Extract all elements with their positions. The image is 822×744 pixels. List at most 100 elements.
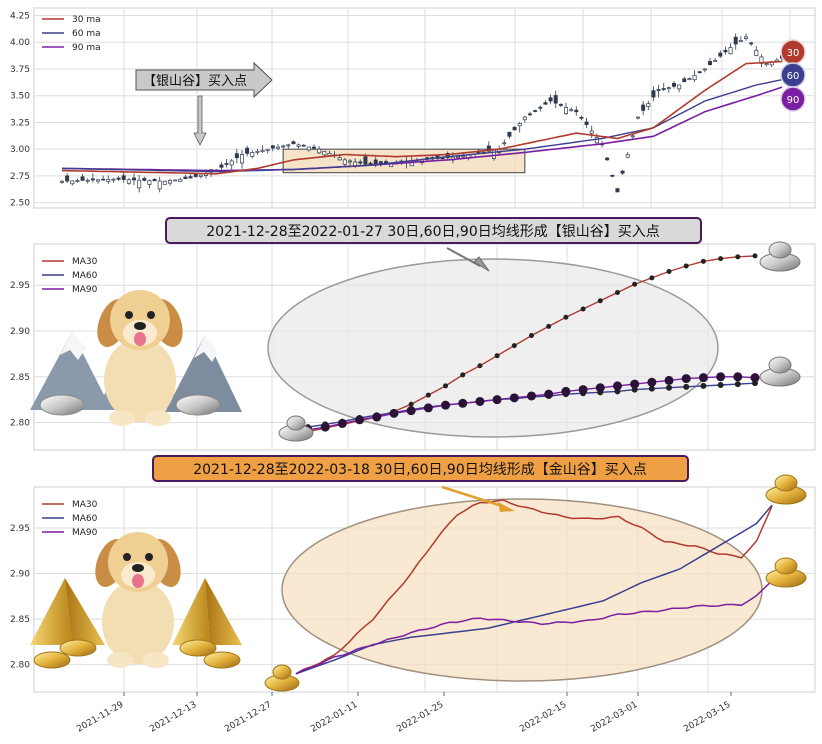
data-point	[681, 374, 691, 384]
data-point	[614, 290, 620, 296]
ma-badges: 30 60 90	[780, 39, 806, 112]
y-tick-label: 2.75	[10, 172, 30, 182]
legend-item: MA30	[72, 257, 98, 267]
candle	[558, 104, 563, 106]
panel-1-y-ticks: 4.25 4.00 3.75 3.50 3.25 3.00 2.75 2.50	[10, 11, 30, 208]
candle	[543, 102, 548, 105]
candle	[589, 130, 594, 134]
y-tick-label: 3.50	[10, 92, 30, 102]
candle	[306, 146, 311, 151]
candle	[348, 160, 352, 163]
candle	[286, 144, 291, 147]
panel-3-title-box	[152, 455, 689, 482]
silver-ingot-icon	[759, 241, 801, 272]
legend-item: MA60	[72, 514, 98, 524]
panel-3-title: 2021-12-28至2022-03-18 30日,60日,90日均线形成【金山…	[193, 462, 647, 478]
data-point	[511, 343, 517, 349]
silver-valley-ellipse	[267, 258, 719, 438]
candle	[625, 154, 630, 158]
candle	[538, 106, 543, 109]
ma60-line	[61, 79, 783, 173]
candle	[486, 145, 491, 152]
candle	[630, 135, 635, 138]
candle	[75, 180, 80, 182]
panel-1: 4.25 4.00 3.75 3.50 3.25 3.00 2.75 2.50 30 ma 6…	[10, 7, 816, 209]
y-tick-label: 2.85	[10, 615, 30, 625]
candle	[342, 159, 347, 165]
panel-2-series	[303, 253, 760, 435]
candle	[651, 90, 656, 98]
series-line-ma30	[295, 499, 773, 675]
candle	[65, 175, 70, 182]
annotation-label: 【银山谷】买入点	[143, 74, 247, 89]
candle	[142, 178, 147, 181]
candle	[162, 180, 167, 185]
candle	[157, 180, 162, 190]
candle	[276, 146, 280, 149]
candle	[229, 160, 234, 166]
data-point	[700, 382, 707, 389]
panel-1-grid	[34, 8, 815, 208]
candle	[636, 116, 640, 119]
candle	[60, 180, 64, 183]
candle	[265, 148, 270, 151]
legend-item: MA30	[72, 500, 98, 510]
data-point	[595, 383, 605, 393]
data-point	[458, 398, 468, 408]
candle	[677, 84, 682, 90]
panel-3: 2.952.902.852.80 2021-11-29 2021-12-13 202…	[10, 455, 816, 735]
dog-body	[102, 580, 174, 664]
candle	[641, 104, 646, 111]
candle	[533, 110, 538, 112]
candle	[507, 131, 512, 137]
gold-pyramid-icon	[172, 578, 210, 645]
y-tick-label: 2.80	[10, 419, 30, 429]
data-point	[544, 389, 554, 399]
data-point	[717, 381, 724, 388]
candle	[337, 157, 342, 161]
candle	[317, 148, 322, 154]
y-tick-label: 3.00	[10, 145, 30, 155]
candle	[198, 174, 203, 177]
data-point	[527, 391, 536, 401]
candle	[152, 178, 157, 182]
panel-2-title-box	[165, 217, 702, 244]
data-point	[632, 281, 638, 287]
data-point	[460, 372, 466, 378]
candle	[728, 47, 733, 55]
data-point	[716, 372, 726, 382]
candle	[219, 164, 224, 168]
buy-point-annotation: 【银山谷】买入点	[135, 61, 273, 146]
candle	[101, 178, 106, 181]
y-tick-label: 2.95	[10, 281, 30, 291]
y-tick-label: 2.90	[10, 327, 30, 337]
candle	[697, 71, 702, 73]
candle	[363, 156, 368, 165]
data-point	[561, 386, 571, 396]
candle	[564, 107, 568, 115]
candle	[178, 178, 183, 183]
data-point	[666, 384, 673, 391]
gold-ingot-icon	[765, 557, 807, 588]
x-tick-label: 2021-11-29	[75, 700, 126, 735]
data-point	[423, 403, 433, 413]
candle	[126, 179, 131, 184]
y-tick-label: 2.85	[10, 373, 30, 383]
gold-ingot-icon	[179, 639, 217, 657]
dog-body	[104, 338, 176, 422]
candle	[281, 145, 286, 148]
candle	[106, 178, 111, 182]
data-point	[597, 298, 603, 304]
y-tick-label: 2.90	[10, 570, 30, 580]
data-point	[735, 254, 741, 260]
candle	[672, 83, 676, 87]
candle	[173, 179, 178, 182]
dog-with-gold-pyramids-illustration	[30, 532, 242, 669]
y-tick-label: 4.00	[10, 38, 30, 48]
candle	[723, 49, 728, 53]
gold-ingot-icon	[264, 664, 300, 692]
series-line-ma90	[295, 580, 773, 675]
candle	[687, 78, 692, 80]
gold-ingot-icon	[765, 474, 807, 505]
data-point	[529, 333, 534, 339]
